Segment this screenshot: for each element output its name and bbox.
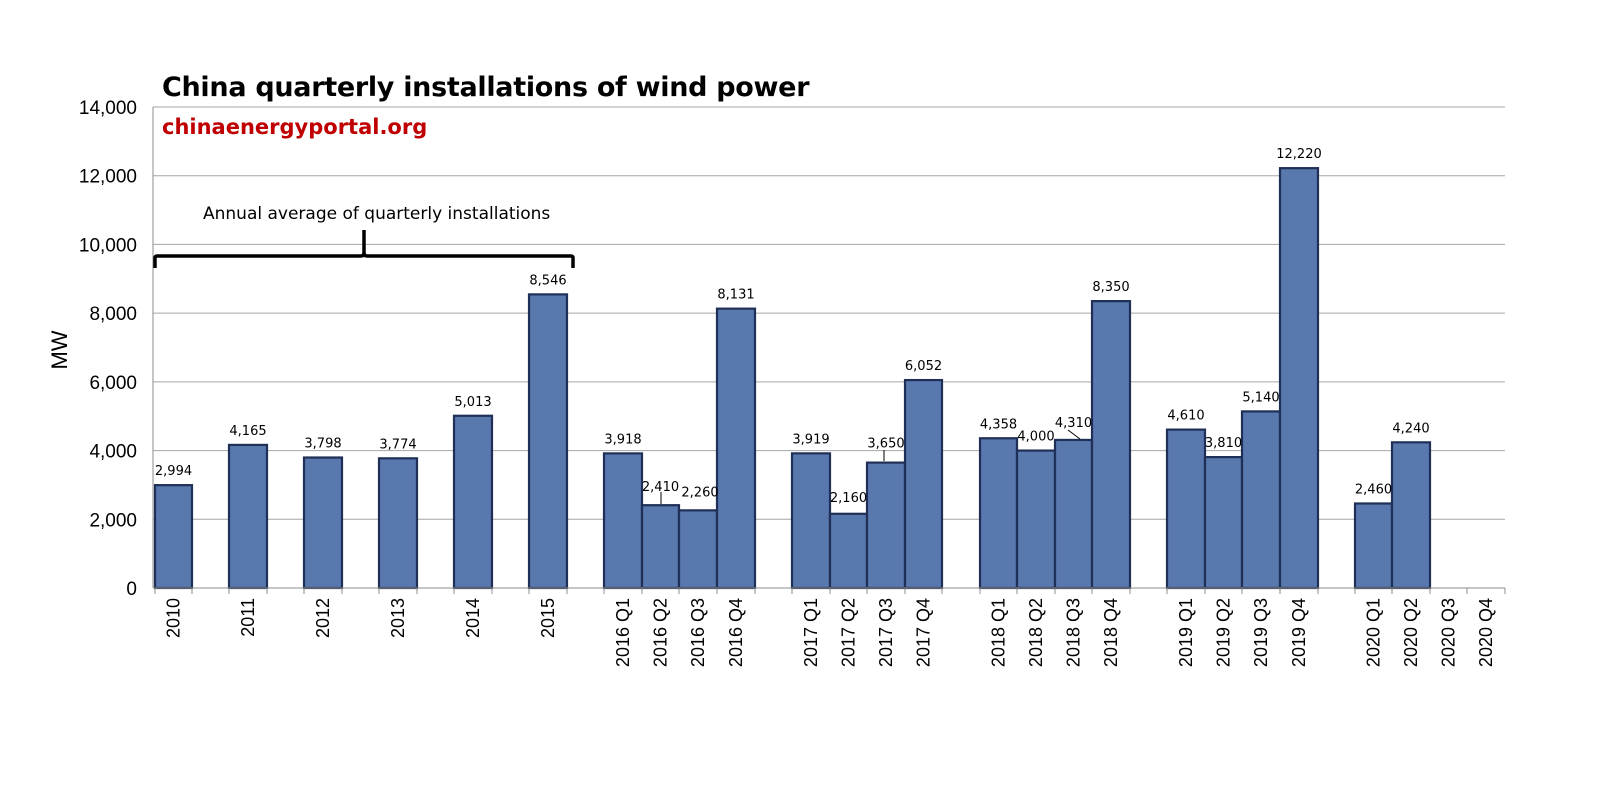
bar bbox=[828, 512, 869, 590]
x-tick-label: 2016 Q1 bbox=[613, 598, 633, 667]
value-label: 4,000 bbox=[1017, 430, 1054, 445]
x-tick-label: 2013 bbox=[388, 598, 408, 638]
bar bbox=[1278, 167, 1320, 590]
value-label: 8,546 bbox=[529, 273, 566, 288]
x-tick-label: 2018 Q1 bbox=[989, 598, 1009, 667]
x-tick-label: 2019 Q2 bbox=[1214, 598, 1234, 667]
x-tick-label: 2011 bbox=[238, 598, 258, 637]
y-tick-label: 8,000 bbox=[89, 304, 137, 325]
y-tick-label: 10,000 bbox=[79, 235, 137, 256]
value-label: 12,220 bbox=[1276, 147, 1322, 162]
y-tick-label: 2,000 bbox=[89, 510, 137, 531]
y-tick-label: 6,000 bbox=[89, 373, 137, 394]
bar bbox=[978, 437, 1019, 590]
x-tick-label: 2017 Q2 bbox=[839, 598, 859, 667]
value-label: 3,810 bbox=[1205, 436, 1242, 451]
x-tick-label: 2018 Q3 bbox=[1064, 598, 1084, 667]
value-label: 3,650 bbox=[867, 437, 904, 452]
value-label: 6,052 bbox=[905, 359, 942, 374]
bar bbox=[1015, 449, 1057, 590]
x-tick-label: 2020 Q2 bbox=[1401, 598, 1421, 667]
value-label: 3,774 bbox=[379, 437, 416, 452]
value-label: 3,918 bbox=[604, 432, 641, 447]
bar bbox=[790, 452, 832, 590]
bar bbox=[153, 484, 194, 590]
value-label: 2,260 bbox=[681, 485, 718, 500]
label-leader-line bbox=[1067, 429, 1081, 440]
bar bbox=[1090, 300, 1132, 590]
value-labels: 2,994 4,165 3,798 3,774 5,013 8,546 3,918 2,410… bbox=[155, 147, 1430, 506]
x-tick-label: 2019 Q4 bbox=[1289, 598, 1309, 667]
x-tick-label: 2016 Q2 bbox=[651, 598, 671, 667]
x-tick-label: 2014 bbox=[463, 598, 483, 638]
x-tick-label: 2016 Q3 bbox=[688, 598, 708, 667]
bar bbox=[640, 504, 681, 590]
bar bbox=[715, 307, 757, 590]
value-label: 4,358 bbox=[980, 417, 1017, 432]
x-tick-label: 2010 bbox=[164, 598, 184, 638]
tick-labels: 0 2,000 4,000 6,000 8,000 10,000 12,000 14,000 2… bbox=[79, 98, 1496, 667]
chart-title: China quarterly installations of wind po… bbox=[162, 72, 810, 103]
x-tick-label: 2018 Q4 bbox=[1101, 598, 1121, 667]
x-tick-label: 2017 Q4 bbox=[914, 598, 934, 667]
value-label: 3,798 bbox=[304, 437, 341, 452]
source-label: chinaenergyportal.org bbox=[162, 115, 428, 139]
x-tick-label: 2020 Q3 bbox=[1439, 598, 1459, 667]
annual-average-brace bbox=[153, 230, 575, 268]
bar bbox=[865, 461, 907, 590]
bar bbox=[452, 414, 494, 590]
bar bbox=[1203, 455, 1244, 590]
value-label: 3,919 bbox=[792, 432, 829, 447]
x-tick-label: 2012 bbox=[313, 598, 333, 638]
bar bbox=[1053, 438, 1094, 590]
value-label: 2,160 bbox=[830, 491, 867, 506]
x-tick-label: 2016 Q4 bbox=[726, 598, 746, 667]
x-tick-label: 2015 bbox=[538, 598, 558, 638]
y-tick-label: 4,000 bbox=[89, 442, 137, 463]
value-label: 2,460 bbox=[1355, 482, 1392, 497]
value-label: 4,310 bbox=[1055, 416, 1092, 431]
bar bbox=[1165, 428, 1207, 590]
value-label: 8,131 bbox=[717, 288, 754, 303]
value-label: 2,994 bbox=[155, 464, 192, 479]
bar bbox=[527, 293, 569, 590]
x-tick-label: 2018 Q2 bbox=[1026, 598, 1046, 667]
annual-average-annotation: Annual average of quarterly installation… bbox=[203, 204, 551, 224]
bar bbox=[677, 509, 719, 590]
bars bbox=[153, 167, 1432, 590]
x-tick-label: 2019 Q1 bbox=[1176, 598, 1196, 667]
y-tick-label: 12,000 bbox=[79, 167, 137, 188]
bar bbox=[377, 457, 419, 590]
bar bbox=[903, 378, 944, 590]
bar bbox=[1390, 441, 1432, 590]
bar bbox=[1240, 410, 1282, 590]
x-tick-label: 2017 Q1 bbox=[801, 598, 821, 667]
bar bbox=[602, 452, 644, 590]
value-label: 5,140 bbox=[1242, 390, 1279, 405]
axes bbox=[152, 107, 1506, 594]
bar bbox=[1353, 502, 1394, 590]
value-label: 4,165 bbox=[229, 424, 266, 439]
y-axis-label: MW bbox=[47, 330, 72, 369]
value-label: 4,610 bbox=[1167, 409, 1204, 424]
gridlines bbox=[153, 106, 1505, 520]
x-tick-label: 2020 Q4 bbox=[1476, 598, 1496, 667]
value-label: 5,013 bbox=[454, 395, 491, 410]
x-tick-label: 2019 Q3 bbox=[1251, 598, 1271, 667]
bar bbox=[227, 443, 269, 590]
x-tick-label: 2020 Q1 bbox=[1364, 598, 1384, 667]
value-label: 4,240 bbox=[1392, 421, 1429, 436]
y-tick-label: 14,000 bbox=[79, 98, 137, 119]
value-label: 8,350 bbox=[1092, 280, 1129, 295]
value-label: 2,410 bbox=[642, 480, 679, 495]
x-tick-label: 2017 Q3 bbox=[876, 598, 896, 667]
bar bbox=[302, 456, 344, 590]
y-tick-label: 0 bbox=[126, 579, 137, 600]
